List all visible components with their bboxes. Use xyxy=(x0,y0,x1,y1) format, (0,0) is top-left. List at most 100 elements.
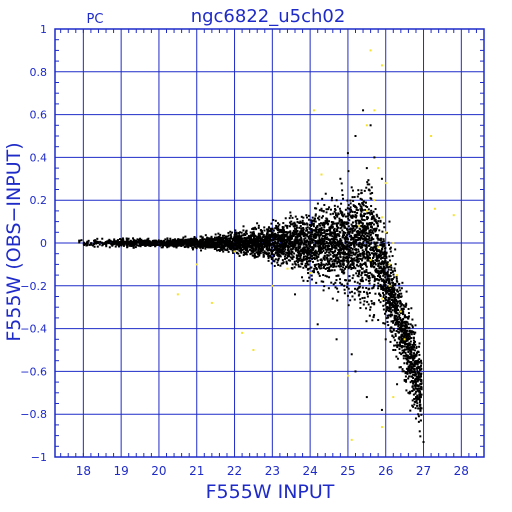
data-point xyxy=(400,324,403,327)
data-point xyxy=(291,263,294,266)
data-point xyxy=(399,302,402,305)
data-point xyxy=(288,231,291,234)
data-point xyxy=(142,243,145,246)
data-point xyxy=(311,260,314,263)
data-point xyxy=(335,235,338,238)
data-point xyxy=(378,217,381,220)
data-point xyxy=(375,222,378,225)
data-point xyxy=(378,299,381,302)
data-point xyxy=(126,238,129,241)
data-point xyxy=(388,289,391,292)
data-point xyxy=(416,363,419,366)
data-point xyxy=(231,249,234,252)
data-point xyxy=(293,260,296,263)
data-point xyxy=(228,239,231,242)
data-point xyxy=(347,262,350,265)
data-point xyxy=(401,341,404,344)
data-point xyxy=(329,213,332,216)
data-point xyxy=(405,333,408,336)
data-point xyxy=(357,243,360,246)
data-point xyxy=(382,296,385,299)
data-point xyxy=(384,260,387,263)
data-point xyxy=(379,237,382,240)
data-point xyxy=(309,259,312,262)
data-point xyxy=(303,240,306,243)
data-point xyxy=(193,236,196,239)
data-point xyxy=(366,259,369,262)
data-point xyxy=(412,343,415,346)
data-point xyxy=(359,205,362,208)
data-point xyxy=(320,228,323,231)
data-point xyxy=(268,248,271,251)
data-point xyxy=(323,231,326,234)
data-point xyxy=(354,253,357,256)
data-point xyxy=(326,263,329,266)
data-point xyxy=(365,278,368,281)
data-point xyxy=(212,238,215,241)
data-point xyxy=(103,242,106,245)
data-point xyxy=(355,222,358,225)
data-point xyxy=(308,247,311,250)
data-point xyxy=(410,347,413,350)
data-point xyxy=(287,250,290,253)
data-point xyxy=(398,348,401,351)
data-point xyxy=(412,358,415,361)
data-point xyxy=(192,243,195,246)
data-point xyxy=(340,202,343,205)
data-point xyxy=(201,239,204,242)
data-point xyxy=(211,239,214,242)
data-point xyxy=(278,254,281,257)
data-point xyxy=(136,240,139,243)
data-point xyxy=(348,254,351,257)
data-point xyxy=(226,242,229,245)
data-point xyxy=(404,321,407,324)
data-point xyxy=(284,235,287,238)
data-point xyxy=(377,263,380,266)
data-point xyxy=(381,260,384,263)
data-point xyxy=(122,244,125,247)
data-point xyxy=(249,236,252,239)
data-point xyxy=(271,239,274,242)
data-point xyxy=(254,249,257,252)
data-point xyxy=(312,247,315,250)
data-point xyxy=(351,227,354,230)
data-point xyxy=(198,242,201,245)
data-point xyxy=(189,244,192,247)
data-point xyxy=(393,310,396,313)
data-point xyxy=(419,409,422,412)
data-point xyxy=(401,322,404,325)
data-point xyxy=(351,196,354,199)
data-point xyxy=(273,253,276,256)
data-point xyxy=(404,341,407,344)
data-point xyxy=(361,218,364,221)
data-point xyxy=(400,287,403,290)
data-point xyxy=(394,296,397,299)
data-point xyxy=(370,239,373,242)
data-point xyxy=(265,239,268,242)
data-point xyxy=(239,231,242,234)
data-point xyxy=(337,212,340,215)
data-point xyxy=(278,245,281,248)
data-point xyxy=(364,233,367,236)
data-point xyxy=(390,330,393,333)
data-point xyxy=(261,247,264,250)
data-point xyxy=(207,244,210,247)
data-point xyxy=(319,227,322,230)
data-point xyxy=(289,233,292,236)
data-point xyxy=(117,242,120,245)
data-point xyxy=(356,211,359,214)
data-point xyxy=(413,333,416,336)
data-point xyxy=(393,288,396,291)
data-point xyxy=(322,266,325,269)
data-point xyxy=(416,378,419,381)
data-point xyxy=(414,371,417,374)
data-point xyxy=(314,240,317,243)
data-point xyxy=(333,210,336,213)
data-point xyxy=(208,240,211,243)
data-point xyxy=(369,222,372,225)
data-point xyxy=(306,246,309,249)
data-point xyxy=(355,249,358,252)
data-point xyxy=(340,224,343,227)
data-point xyxy=(416,359,419,362)
data-point xyxy=(328,262,331,265)
